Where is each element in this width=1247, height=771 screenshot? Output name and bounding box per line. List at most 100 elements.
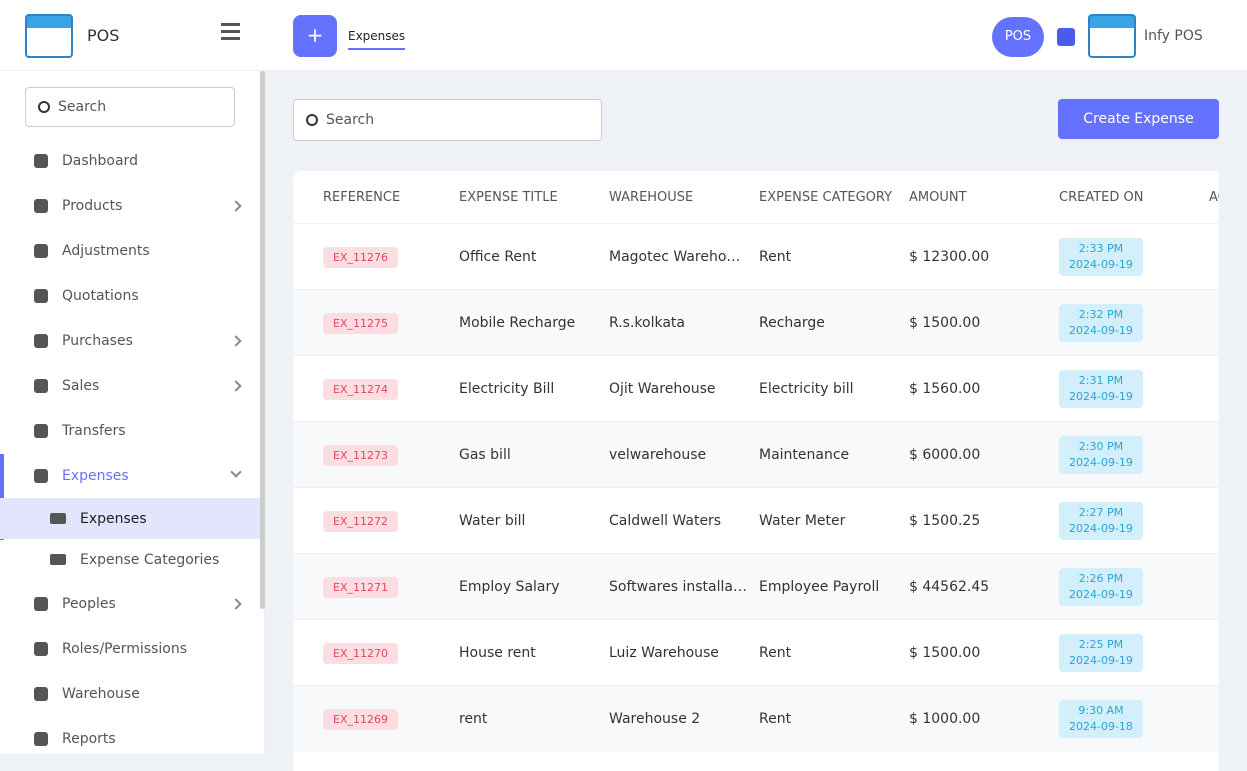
menu-label: Roles/Permissions	[62, 641, 187, 657]
created-time: 9:30 AM	[1078, 704, 1124, 717]
menu-item[interactable]: Warehouse	[0, 674, 260, 714]
column-header: ACTION	[1209, 189, 1219, 205]
created-date: 2024-09-19	[1069, 324, 1133, 337]
submenu-item[interactable]: Expense Categories	[0, 539, 260, 580]
menu-label: Peoples	[62, 596, 116, 612]
menu-icon	[34, 642, 48, 656]
cell: EX_11270	[323, 620, 398, 686]
menu-label: Quotations	[62, 288, 139, 304]
cell: EX_11271	[323, 554, 398, 620]
menu-item[interactable]: Roles/Permissions	[0, 629, 260, 669]
cell: Employee Payroll	[759, 579, 880, 595]
table-row: EX_11272 Water bill Caldwell Waters Water M…	[293, 487, 1219, 553]
menu-icon	[34, 334, 48, 348]
cell: $ 44562.45	[909, 579, 990, 595]
column-header: WAREHOUSE	[609, 189, 694, 205]
menu-icon	[34, 379, 48, 393]
menu-item[interactable]: Purchases	[0, 321, 260, 361]
cell: 2:27 PM 2024-09-19	[1059, 488, 1143, 554]
user-name[interactable]: Infy POS	[1144, 28, 1203, 44]
cell: $ 1500.00	[909, 315, 981, 331]
created-badge: 2:27 PM 2024-09-19	[1059, 502, 1143, 540]
search-placeholder: Search	[58, 99, 107, 115]
menu-item[interactable]: Peoples	[0, 584, 260, 624]
search-icon	[38, 101, 50, 113]
chevron	[230, 598, 242, 610]
cell: EX_11273	[323, 422, 398, 488]
create-button[interactable]: Create Expense	[1058, 99, 1219, 139]
cell: Employ Salary	[459, 579, 560, 595]
tab-icon[interactable]: +	[293, 15, 337, 57]
chevron	[230, 335, 242, 347]
created-badge: 2:30 PM 2024-09-19	[1059, 436, 1143, 474]
cell: Gas bill	[459, 447, 511, 463]
cell: Recharge	[759, 315, 825, 331]
menu-item[interactable]: Quotations	[0, 276, 260, 316]
cell: Warehouse 2	[609, 711, 701, 727]
sidebar-search[interactable]: Search	[25, 87, 235, 127]
cell: Caldwell Waters	[609, 513, 722, 529]
menu-item[interactable]: Sales	[0, 366, 260, 406]
cell: $ 1560.00	[909, 381, 981, 397]
cell: EX_11275	[323, 290, 398, 356]
cell: $ 12300.00	[909, 249, 990, 265]
cell: Electricity Bill	[459, 381, 555, 397]
menu-label: Expenses	[80, 510, 147, 527]
cell: EX_11269	[323, 686, 398, 752]
cell: $ 1000.00	[909, 711, 981, 727]
pos-button[interactable]: POS	[992, 17, 1044, 57]
sidebar: Search Dashboard Products Adjustments Quotat…	[0, 0, 265, 754]
cell: 2:32 PM 2024-09-19	[1059, 290, 1143, 356]
menu-icon	[34, 469, 48, 483]
column-header: REFERENCE	[323, 189, 401, 205]
menu-icon	[34, 687, 48, 701]
cell: Ojit Warehouse	[609, 381, 716, 397]
menu-label: Warehouse	[62, 686, 140, 702]
cell: 2:25 PM 2024-09-19	[1059, 620, 1143, 686]
menu-item[interactable]: Transfers	[0, 411, 260, 451]
cell: EX_11274	[323, 356, 398, 422]
cell: $ 6000.00	[909, 447, 981, 463]
cell: $ 1500.25	[909, 513, 981, 529]
created-time: 2:33 PM	[1078, 242, 1124, 255]
search-input[interactable]: Search	[293, 99, 602, 141]
menu-item[interactable]: Products	[0, 186, 260, 226]
created-time: 2:27 PM	[1078, 506, 1124, 519]
reference-badge: EX_11273	[323, 444, 398, 466]
menu-label: Purchases	[62, 333, 133, 349]
created-badge: 9:30 AM 2024-09-18	[1059, 700, 1143, 738]
cell: Office Rent	[459, 249, 537, 265]
created-date: 2024-09-19	[1069, 588, 1133, 601]
menu-icon	[34, 732, 48, 746]
chevron	[230, 380, 242, 392]
cell: EX_11276	[323, 224, 398, 290]
created-badge: 2:25 PM 2024-09-19	[1059, 634, 1143, 672]
created-time: 2:32 PM	[1078, 308, 1124, 321]
menu-icon	[34, 597, 48, 611]
created-time: 2:25 PM	[1078, 638, 1124, 651]
reference-badge: EX_11274	[323, 378, 398, 400]
created-date: 2024-09-19	[1069, 654, 1133, 667]
tab[interactable]: Expenses	[348, 29, 406, 50]
cell: Water Meter	[759, 513, 846, 529]
menu-label: Expense Categories	[80, 551, 220, 568]
menu-item[interactable]: Adjustments	[0, 231, 260, 271]
cell: 2:26 PM 2024-09-19	[1059, 554, 1143, 620]
menu-icon	[34, 289, 48, 303]
menu-toggle[interactable]	[221, 30, 240, 33]
cell: House rent	[459, 645, 536, 661]
table-row: EX_11269 rent Warehouse 2 Rent $ 1000.00 9:30…	[293, 685, 1219, 751]
menu-icon	[50, 513, 66, 524]
user-avatar	[1088, 14, 1136, 58]
scrollbar	[260, 71, 265, 609]
submenu-item[interactable]: Expenses	[0, 498, 260, 539]
menu-item[interactable]: Reports	[0, 719, 260, 759]
created-date: 2024-09-19	[1069, 258, 1133, 271]
created-date: 2024-09-19	[1069, 456, 1133, 469]
fullscreen-icon[interactable]	[1057, 28, 1075, 46]
active-bar	[0, 454, 4, 540]
menu-item[interactable]: Dashboard	[0, 141, 260, 181]
created-date: 2024-09-18	[1069, 720, 1133, 733]
menu-item[interactable]: Expenses	[0, 456, 260, 496]
